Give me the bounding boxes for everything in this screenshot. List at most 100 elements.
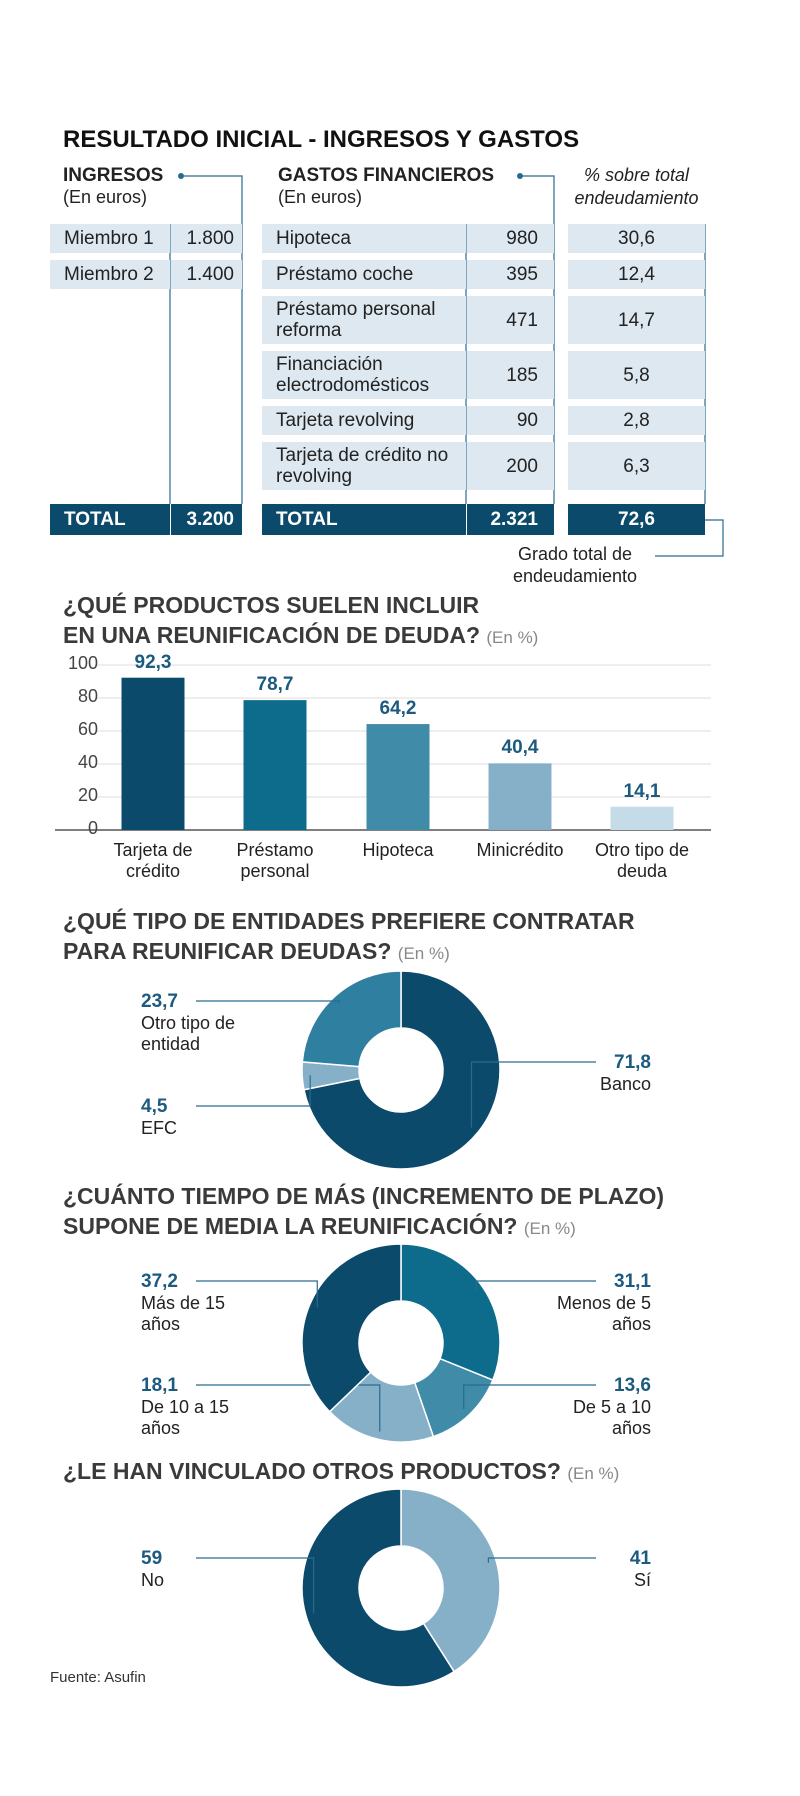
y-tick-label: 60 [77, 719, 98, 739]
leader-line [463, 1384, 596, 1409]
chart-title: EN UNA REUNIFICACIÓN DE DEUDA? (En %) [63, 620, 538, 653]
table-cell: 90 [467, 406, 554, 435]
slice-value: 59 [141, 1548, 163, 1569]
chart-title-line: EN UNA REUNIFICACIÓN DE DEUDA? [63, 622, 480, 648]
leader-line [475, 1280, 596, 1293]
chart-title: ¿CUÁNTO TIEMPO DE MÁS (INCREMENTO DE PLA… [63, 1181, 664, 1211]
x-tick-label: Otro tipo de deuda [594, 840, 690, 881]
donut-slice [328, 1371, 435, 1443]
source: Fuente: Asufin [50, 1669, 146, 1686]
table-cell: 12,4 [568, 260, 705, 289]
slice-label: 71,8 Banco [531, 1052, 651, 1095]
slice-value: 71,8 [614, 1052, 651, 1073]
chart-title-line: ¿QUÉ TIPO DE ENTIDADES PREFIERE CONTRATA… [63, 908, 635, 934]
slice-name: Banco [599, 1074, 651, 1094]
bar [243, 700, 307, 830]
table-total: TOTAL [50, 504, 170, 535]
chart-title-line: PARA REUNIFICAR DEUDAS? [63, 938, 392, 964]
chart-title-line: ¿CUÁNTO TIEMPO DE MÁS (INCREMENTO DE PLA… [63, 1183, 664, 1209]
slice-value: 23,7 [141, 991, 178, 1012]
y-tick-label: 0 [87, 818, 98, 838]
slice-label: 23,7 Otro tipo de entidad [141, 991, 251, 1055]
value-label: 14,1 [623, 780, 661, 802]
table-unit: (En euros) [63, 187, 148, 207]
chart-title: SUPONE DE MEDIA LA REUNIFICACIÓN? (En %) [63, 1211, 576, 1244]
slice-name: No [141, 1570, 165, 1590]
slice-name: De 5 a 10 años [572, 1397, 651, 1438]
table-cell: 30,6 [568, 224, 705, 253]
x-tick-label: Minicrédito [476, 840, 564, 860]
slice-name: Sí [633, 1570, 651, 1590]
chart-subtitle: (En %) [397, 944, 450, 963]
table-cell: 471 [467, 296, 554, 344]
leader-line [196, 1280, 318, 1308]
table-cell: 6,3 [568, 442, 705, 490]
slice-label: 4,5 EFC [141, 1096, 251, 1139]
chart-title: ¿QUÉ PRODUCTOS SUELEN INCLUIR [63, 590, 479, 620]
table-cell: 395 [467, 260, 554, 289]
table-total: TOTAL [262, 504, 466, 535]
table-total: 72,6 [568, 504, 705, 535]
table-cell: 2,8 [568, 406, 705, 435]
leader-line [487, 1557, 596, 1563]
table-cell: Tarjeta revolving [262, 406, 466, 435]
value-label: 92,3 [134, 651, 172, 673]
slice-value: 41 [629, 1548, 651, 1569]
table-header: % sobre total endeudamiento [574, 165, 699, 208]
y-tick-label: 20 [77, 785, 98, 805]
slice-label: 18,1 De 10 a 15 años [141, 1375, 251, 1439]
leader-line [470, 1061, 596, 1128]
y-tick-label: 40 [77, 752, 98, 772]
y-tick-label: 100 [67, 653, 98, 673]
chart-title: ¿QUÉ TIPO DE ENTIDADES PREFIERE CONTRATA… [63, 906, 635, 936]
main-title: RESULTADO INICIAL - INGRESOS Y GASTOS [63, 126, 580, 153]
chart-title-line: ¿LE HAN VINCULADO OTROS PRODUCTOS? [63, 1458, 561, 1484]
table-header: GASTOS FINANCIEROS [278, 165, 495, 186]
chart-title-line: SUPONE DE MEDIA LA REUNIFICACIÓN? [63, 1213, 518, 1239]
slice-name: Menos de 5 años [556, 1293, 651, 1334]
table-cell: Financiación electrodomésticos [262, 351, 466, 399]
table-cell: 1.800 [171, 224, 242, 253]
chart-subtitle: (En %) [486, 628, 539, 647]
bar [121, 677, 185, 830]
donut-slice [303, 970, 501, 1170]
slice-label: 59 No [141, 1548, 251, 1591]
chart-title: PARA REUNIFICAR DEUDAS? (En %) [63, 936, 450, 969]
table-total: 3.200 [171, 504, 242, 535]
leader-line [196, 1557, 315, 1614]
bar [488, 763, 552, 830]
table-cell: 185 [467, 351, 554, 399]
slice-name: EFC [141, 1118, 177, 1138]
slice-label: 13,6 De 5 a 10 años [531, 1375, 651, 1439]
table-cell: Préstamo personal reforma [262, 296, 466, 344]
y-tick-label: 80 [77, 686, 98, 706]
donut-slice [301, 970, 402, 1068]
table-cell: Miembro 2 [50, 260, 170, 289]
slice-value: 37,2 [141, 1271, 178, 1292]
x-tick-label: Tarjeta de crédito [113, 840, 193, 881]
slice-value: 4,5 [141, 1096, 168, 1117]
slice-value: 13,6 [614, 1375, 651, 1396]
chart-subtitle: (En %) [523, 1219, 576, 1238]
value-label: 64,2 [379, 698, 417, 720]
table-cell: 14,7 [568, 296, 705, 344]
slice-value: 31,1 [614, 1271, 651, 1292]
slice-label: 37,2 Más de 15 años [141, 1271, 251, 1335]
table-unit: (En euros) [278, 187, 363, 207]
chart-subtitle: (En %) [567, 1464, 620, 1483]
slice-name: Otro tipo de entidad [141, 1013, 236, 1054]
value-label: 40,4 [501, 737, 539, 759]
slice-name: Más de 15 años [141, 1293, 226, 1334]
table-cell: 1.400 [171, 260, 242, 289]
table-cell: 980 [467, 224, 554, 253]
leader-line [196, 1000, 340, 1004]
table-cell: 5,8 [568, 351, 705, 399]
bar [366, 724, 430, 830]
slice-name: De 10 a 15 años [141, 1397, 230, 1438]
slice-value: 18,1 [141, 1375, 178, 1396]
x-tick-label: Hipoteca [362, 840, 434, 860]
table-cell: Préstamo coche [262, 260, 466, 289]
leader-line [196, 1075, 311, 1107]
